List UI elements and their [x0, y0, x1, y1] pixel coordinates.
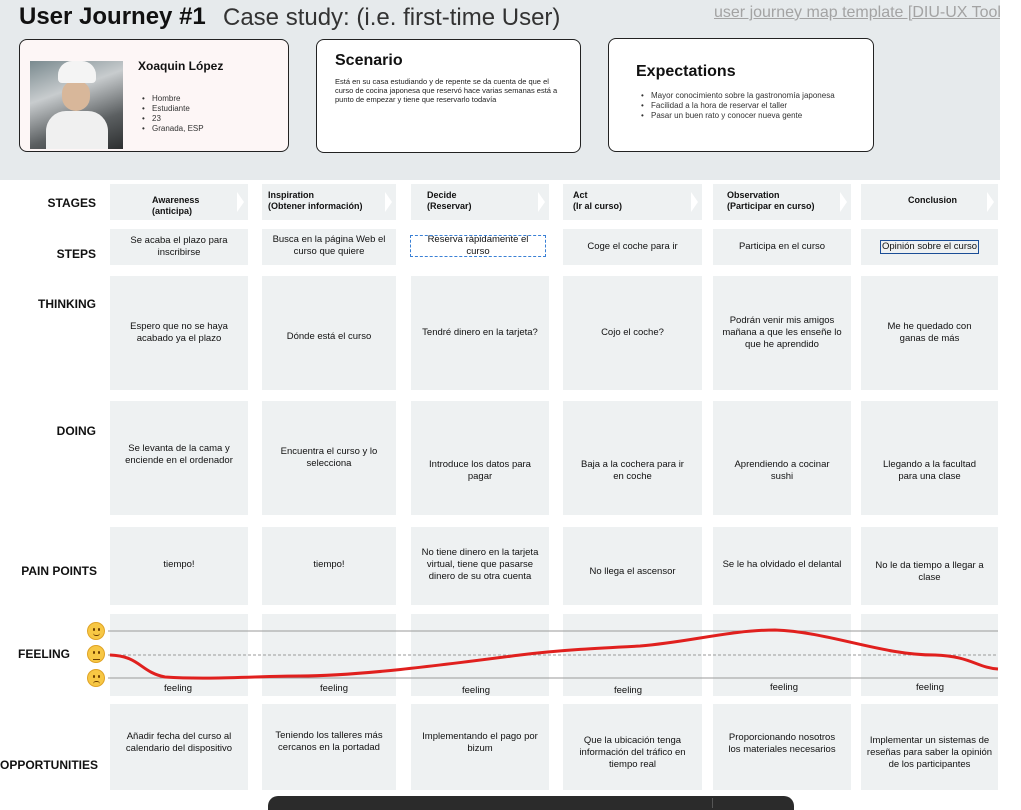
expectations-title: Expectations [636, 63, 736, 80]
neutral-face-icon [87, 645, 105, 663]
expectations-card[interactable]: Expectations Mayor conocimiento sobre la… [608, 38, 874, 152]
stage-detail: (Obtener información) [268, 201, 363, 211]
stage-detail: (anticipa) [152, 206, 193, 216]
stage-inspiration[interactable]: Inspiration (Obtener información) [262, 184, 396, 220]
feeling-label: feeling [320, 683, 348, 694]
chevron-right-icon [385, 192, 392, 212]
persona-detail: Estudiante [142, 104, 204, 114]
chevron-right-icon [840, 192, 847, 212]
persona-card[interactable]: Xoaquin López Hombre Estudiante 23 Grana… [19, 39, 289, 152]
chevron-right-icon [237, 192, 244, 212]
thinking-cell[interactable]: Dónde está el curso [262, 276, 396, 390]
pain-point-cell[interactable]: No llega el ascensor [563, 527, 702, 605]
sad-face-icon [87, 669, 105, 687]
step-cell[interactable]: Participa en el curso [713, 229, 851, 265]
opportunity-cell[interactable]: Que la ubicación tenga información del t… [563, 704, 702, 790]
bottom-toolbar[interactable] [268, 796, 794, 810]
doing-cell[interactable]: Llegando a la facultad para una clase [861, 401, 998, 515]
stage-name: Decide [427, 190, 457, 200]
stage-observation[interactable]: Observation (Participar en curso) [713, 184, 851, 220]
doing-cell[interactable]: Baja a la cochera para ir en coche [563, 401, 702, 515]
pain-point-cell[interactable]: Se le ha olvidado el delantal [713, 527, 851, 605]
stage-decide[interactable]: Decide (Reservar) [411, 184, 549, 220]
opportunity-cell[interactable]: Proporcionando nosotros los materiales n… [713, 704, 851, 790]
persona-detail: Granada, ESP [142, 124, 204, 134]
persona-photo [30, 61, 123, 149]
expectation-item: Facilidad a la hora de reservar el talle… [641, 101, 841, 111]
page-subtitle: Case study: (i.e. first-time User) [223, 4, 561, 31]
row-label-pain-points: PAIN POINTS [21, 564, 97, 578]
stage-detail: (Ir al curso) [573, 201, 623, 211]
row-label-stages: STAGES [47, 196, 96, 210]
expectation-item: Pasar un buen rato y conocer nueva gente [641, 111, 841, 121]
doing-cell[interactable]: Aprendiendo a cocinar sushi [713, 401, 851, 515]
stage-detail: (Reservar) [427, 201, 472, 211]
persona-detail: Hombre [142, 94, 204, 104]
stage-name: Conclusion [908, 195, 957, 205]
feeling-label: feeling [462, 685, 490, 696]
thinking-cell[interactable]: Tendré dinero en la tarjeta? [411, 276, 549, 390]
step-cell[interactable]: Coge el coche para ir [563, 229, 702, 265]
thinking-cell[interactable]: Espero que no se haya acabado ya el plaz… [110, 276, 248, 390]
step-cell[interactable]: Opinión sobre el curso [861, 229, 998, 265]
scenario-card[interactable]: Scenario Está en su casa estudiando y de… [316, 39, 581, 153]
stage-detail: (Participar en curso) [727, 201, 815, 211]
template-link[interactable]: user journey map template [DIU-UX Toolk [714, 4, 1000, 21]
expectation-item: Mayor conocimiento sobre la gastronomía … [641, 91, 841, 101]
stage-conclusion[interactable]: Conclusion [861, 184, 998, 220]
row-label-steps: STEPS [56, 247, 96, 261]
step-cell[interactable]: Busca en la página Web el curso que quie… [262, 229, 396, 265]
stage-name: Awareness [152, 195, 200, 205]
thinking-cell[interactable]: Cojo el coche? [563, 276, 702, 390]
stage-act[interactable]: Act (Ir al curso) [563, 184, 702, 220]
step-cell[interactable]: Reserva rápidamente el curso [410, 234, 546, 257]
persona-name: Xoaquin López [138, 59, 224, 73]
chevron-right-icon [987, 192, 994, 212]
scenario-text: Está en su casa estudiando y de repente … [335, 77, 558, 104]
opportunity-cell[interactable]: Implementando el pago por bizum [411, 704, 549, 790]
scenario-title: Scenario [335, 52, 403, 69]
doing-cell[interactable]: Introduce los datos para pagar [411, 401, 549, 515]
happy-face-icon [87, 622, 105, 640]
thinking-cell[interactable]: Me he quedado con ganas de más [861, 276, 998, 390]
pain-point-cell[interactable]: No le da tiempo a llegar a clase [861, 527, 998, 605]
opportunity-cell[interactable]: Añadir fecha del curso al calendario del… [110, 704, 248, 790]
feeling-curve [109, 628, 999, 680]
feeling-label: feeling [770, 682, 798, 693]
step-cell[interactable]: Se acaba el plazo para inscribirse [110, 229, 248, 265]
doing-cell[interactable]: Encuentra el curso y lo selecciona [262, 401, 396, 515]
stage-name: Inspiration [268, 190, 315, 200]
row-label-opportunities: OPPORTUNITIES [0, 758, 99, 772]
pain-point-cell[interactable]: tiempo! [110, 527, 248, 605]
row-label-thinking: THINKING [38, 297, 96, 311]
stage-name: Act [573, 190, 588, 200]
persona-detail: 23 [142, 114, 204, 124]
opportunity-cell[interactable]: Teniendo los talleres más cercanos en la… [262, 704, 396, 790]
stage-name: Observation [727, 190, 780, 200]
feeling-label: feeling [164, 683, 192, 694]
opportunity-cell[interactable]: Implementar un sistemas de reseñas para … [861, 704, 998, 790]
thinking-cell[interactable]: Podrán venir mis amigos mañana a que les… [713, 276, 851, 390]
chevron-right-icon [538, 192, 545, 212]
pain-point-cell[interactable]: No tiene dinero en la tarjeta virtual, t… [411, 527, 549, 605]
row-label-feeling: FEELING [17, 647, 70, 661]
chevron-right-icon [691, 192, 698, 212]
page-title: User Journey #1 [19, 3, 206, 30]
feeling-label: feeling [614, 685, 642, 696]
row-label-doing: DOING [56, 424, 96, 438]
expectations-list: Mayor conocimiento sobre la gastronomía … [641, 91, 841, 121]
feeling-label: feeling [916, 682, 944, 693]
stage-awareness[interactable]: Awareness (anticipa) [110, 184, 248, 220]
pain-point-cell[interactable]: tiempo! [262, 527, 396, 605]
doing-cell[interactable]: Se levanta de la cama y enciende en el o… [110, 401, 248, 515]
persona-details: Hombre Estudiante 23 Granada, ESP [142, 94, 204, 134]
